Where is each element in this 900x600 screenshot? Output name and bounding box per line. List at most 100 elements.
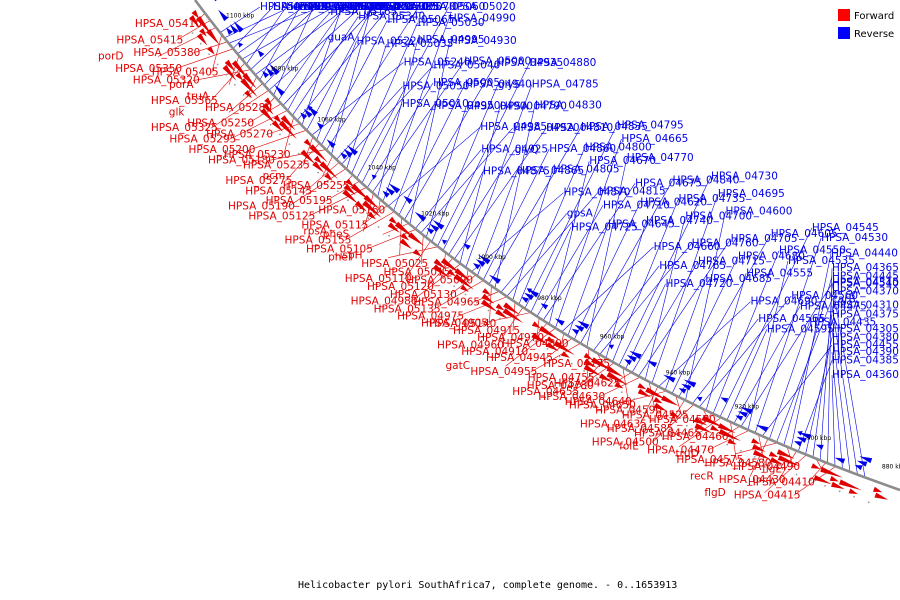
gene-label: gpsA bbox=[567, 207, 594, 219]
gene-label: HPSA_04960 bbox=[437, 339, 504, 351]
tick-dot bbox=[499, 317, 501, 320]
gene-label: HPSA_04900 bbox=[466, 101, 533, 113]
gene-label: HPSA_04935 bbox=[496, 57, 563, 69]
gene-feature bbox=[718, 429, 741, 441]
label-connector bbox=[658, 301, 751, 387]
gene-label: HPSA_04315 bbox=[832, 277, 899, 289]
gene-feature bbox=[229, 24, 239, 34]
label-connector bbox=[456, 296, 508, 317]
gene-feature bbox=[710, 425, 720, 432]
gene-feature bbox=[629, 350, 642, 360]
gene-label: HPSA_04475 bbox=[800, 301, 867, 313]
label-connector bbox=[505, 327, 556, 367]
label-connector bbox=[761, 344, 833, 437]
gene-feature bbox=[583, 364, 601, 376]
gene-feature bbox=[834, 457, 846, 464]
label-connector bbox=[831, 351, 843, 470]
gene-feature bbox=[371, 174, 377, 180]
tick-dot bbox=[216, 63, 219, 66]
gene-feature bbox=[280, 115, 296, 131]
label-connector bbox=[831, 375, 836, 467]
tick-dot bbox=[726, 443, 729, 446]
gene-label: HPSA_04680 bbox=[738, 251, 805, 263]
gene-feature bbox=[319, 161, 339, 180]
legend-label-reverse: Reverse bbox=[854, 29, 894, 40]
gene-label: HPSA_05075 bbox=[375, 1, 442, 13]
gene-feature bbox=[260, 108, 275, 124]
gene-label: HPSA_04955 bbox=[470, 366, 537, 378]
gene-feature bbox=[755, 424, 769, 432]
gene-feature bbox=[273, 114, 282, 124]
label-connector bbox=[292, 16, 359, 116]
tick-dot bbox=[595, 377, 598, 379]
gene-label: HPSA_04580 bbox=[705, 458, 772, 470]
label-connector-lines bbox=[157, 6, 866, 496]
label-connector bbox=[675, 395, 682, 416]
gene-feature bbox=[583, 352, 593, 360]
gene-label: HPSA_05315 bbox=[342, 1, 409, 13]
gene-feature bbox=[796, 436, 807, 443]
gene-feature bbox=[388, 216, 398, 225]
gene-feature bbox=[447, 269, 456, 277]
gene-label: truD bbox=[676, 448, 699, 460]
gene-label: HPSA_04435 bbox=[809, 316, 876, 328]
gene-label: folE bbox=[619, 441, 639, 453]
tick-dot bbox=[307, 162, 310, 165]
gene-feature bbox=[859, 456, 873, 464]
gene-feature bbox=[681, 383, 692, 391]
gene-feature bbox=[653, 402, 668, 412]
label-connector bbox=[586, 157, 628, 348]
gene-label: HPSA_04795 bbox=[617, 120, 684, 132]
label-connector bbox=[698, 295, 792, 408]
gene-feature bbox=[387, 222, 400, 233]
gene-label: HPSA_04975 bbox=[397, 311, 464, 323]
gene-feature bbox=[441, 239, 448, 245]
gene-label: HPSA_05120 bbox=[367, 281, 434, 293]
tick-dot bbox=[795, 473, 798, 476]
label-connector bbox=[264, 11, 331, 86]
label-connector bbox=[316, 41, 357, 141]
label-connector bbox=[301, 6, 343, 126]
label-connector bbox=[459, 106, 501, 264]
label-connector bbox=[255, 6, 348, 76]
gene-label: HPSA_04910 bbox=[461, 346, 528, 358]
gene-feature bbox=[269, 63, 280, 76]
gene-feature bbox=[794, 441, 802, 447]
gene-label: HPSA_05010 bbox=[402, 98, 469, 110]
gene-feature bbox=[839, 479, 862, 491]
gene-feature bbox=[776, 449, 795, 459]
gene-label: HPSA_04810 bbox=[546, 122, 613, 134]
label-connector bbox=[211, 34, 222, 73]
label-connector bbox=[454, 127, 547, 260]
tick-dot bbox=[633, 398, 636, 400]
label-connector bbox=[730, 421, 737, 460]
label-connector bbox=[599, 243, 692, 355]
label-connector bbox=[631, 261, 699, 373]
gene-label: HPSA_04535 bbox=[788, 255, 855, 267]
gene-label: HPSA_05105 bbox=[306, 243, 373, 255]
gene-label: HPSA_04565 bbox=[758, 313, 825, 325]
gene-label: HPSA_04545 bbox=[812, 222, 879, 234]
gene-feature bbox=[777, 455, 801, 467]
gene-label: HPSA_04415 bbox=[734, 489, 801, 501]
tick-dot bbox=[199, 42, 202, 45]
gene-feature bbox=[751, 438, 761, 444]
gene-label: HPSA_04765 bbox=[659, 260, 726, 272]
gene-feature bbox=[482, 288, 491, 296]
kbp-tick-label: 920 kbp bbox=[735, 403, 760, 410]
gene-label: HPSA_05020 bbox=[449, 1, 516, 13]
gene-label: HPSA_04430 bbox=[719, 474, 786, 486]
label-connector bbox=[306, 6, 373, 131]
label-connector bbox=[542, 183, 636, 321]
label-connector bbox=[612, 198, 679, 362]
label-connector bbox=[740, 283, 833, 427]
gene-feature bbox=[815, 444, 824, 450]
gene-feature bbox=[300, 149, 316, 165]
gene-label: HPSA_05270 bbox=[206, 129, 273, 141]
gene-label: HPSA_04705 bbox=[731, 233, 798, 245]
gene-label: HPSA_04590 bbox=[595, 405, 662, 417]
gene-label: glk bbox=[169, 106, 186, 118]
tick-dot bbox=[583, 370, 585, 372]
label-connector bbox=[410, 263, 461, 302]
